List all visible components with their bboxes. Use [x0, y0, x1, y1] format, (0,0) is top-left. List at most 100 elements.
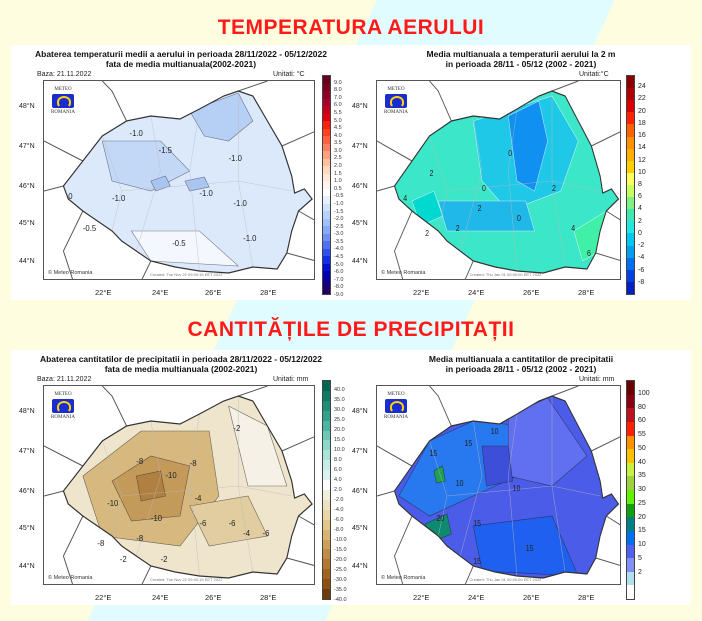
colorbar-swatch	[627, 503, 634, 518]
colorbar-swatch	[323, 569, 330, 580]
colorbar	[322, 380, 331, 600]
colorbar-label: 8	[638, 181, 642, 188]
contour-region	[135, 470, 166, 502]
contour-label: -2	[161, 555, 168, 564]
colorbar-label: -6.0	[334, 269, 344, 276]
colorbar-label: -2.0	[334, 497, 344, 503]
neighbor-borders	[44, 386, 314, 584]
neighbor-borders	[44, 81, 314, 279]
colorbar-label: 25	[638, 499, 646, 507]
latitude-label: 46°N	[19, 488, 35, 495]
map-title-line1: Media multianuala a cantitatilor de prec…	[428, 354, 614, 364]
contour-label: -6	[199, 519, 207, 528]
colorbar-swatch	[627, 490, 634, 504]
colorbar-label: -8.0	[334, 527, 344, 533]
created-timestamp: Created: Thu Jan 01 00:00:00 EET 2022	[469, 272, 542, 277]
latitude-label: 44°N	[19, 258, 35, 265]
colorbar-swatch	[323, 390, 330, 401]
colorbar-swatch	[323, 286, 330, 294]
contour-label: -10	[165, 471, 177, 480]
latitude-label: 47°N	[352, 448, 368, 455]
colorbar-label: 20	[638, 513, 646, 521]
colorbar-label: 12	[638, 156, 646, 164]
contour-region	[101, 140, 191, 192]
contour-label: -8	[136, 457, 144, 466]
logo-text-bottom: ROMANIA	[51, 415, 75, 420]
longitude-label: 22°E	[95, 593, 112, 602]
colorbar-swatch	[627, 148, 634, 161]
contour-label: -1.0	[233, 199, 247, 208]
colorbar-swatch	[627, 197, 634, 210]
contour-region	[130, 230, 240, 267]
colorbar-label: 50	[638, 444, 646, 452]
logo-text-bottom: ROMANIA	[384, 415, 408, 420]
colorbar-label: -15.0	[334, 547, 347, 553]
unit-label: Unitati: mm	[273, 376, 309, 383]
meteo-romania-logo: METEO ROMANIA	[381, 392, 411, 420]
colorbar-label: -25.0	[334, 567, 347, 573]
colorbar-label: -4	[638, 254, 645, 262]
colorbar-label: 2.0	[334, 163, 342, 170]
colorbar-label: 15.0	[334, 437, 345, 443]
colorbar-swatch	[627, 435, 634, 450]
colorbar-label: 20.0	[334, 427, 345, 433]
colorbar-label: 15	[638, 527, 646, 535]
contour-label: 15	[430, 449, 438, 459]
colorbar-swatch	[627, 245, 634, 258]
colorbar-swatch	[323, 128, 330, 137]
colorbar-swatch	[323, 143, 330, 152]
colorbar-label: 55	[638, 431, 646, 438]
colorbar-label: 2	[638, 568, 642, 576]
colorbar-swatch	[627, 209, 634, 222]
contour-region	[433, 465, 446, 484]
colorbar-swatch	[323, 256, 330, 264]
colorbar-label: 10.0	[334, 447, 345, 453]
colorbar-label: -30.0	[334, 577, 347, 583]
colorbar-label: -2	[638, 242, 645, 250]
contour-label: 10	[456, 479, 464, 489]
colorbar-label: 30	[638, 486, 646, 493]
base-date: Baza: 21.11.2022	[37, 376, 92, 383]
colorbar-swatch	[323, 430, 330, 441]
map-frame: -1.0 -1.5 -1.0 -1.0 -1.0 -1.0 -0.5 -0.5 -1.0 0 MET…	[43, 80, 315, 280]
colorbar	[626, 75, 635, 295]
logo-icon	[385, 399, 407, 413]
colorbar-swatch	[627, 476, 634, 490]
latitude-label: 45°N	[19, 220, 35, 227]
latitude-label: 44°N	[352, 258, 368, 265]
contour-label: -10	[151, 514, 163, 523]
colorbar-label: 2.0	[334, 487, 342, 493]
colorbar-swatch	[323, 400, 330, 411]
colorbar-label: -9.0	[334, 292, 344, 298]
colorbar-label: 0.5	[334, 185, 342, 192]
colorbar-swatch	[323, 106, 330, 114]
logo-text-bottom: ROMANIA	[384, 110, 408, 115]
colorbar-label: -2.5	[334, 223, 344, 230]
contour-label: 10	[513, 484, 521, 494]
contour-label: -2	[120, 555, 127, 564]
contour-label: 0	[482, 184, 486, 194]
colorbar-label: 6.0	[334, 467, 342, 473]
colorbar-label: 18	[638, 119, 646, 127]
copyright: © Meteo Romania	[381, 575, 426, 581]
colorbar-label: -1.0	[334, 200, 344, 207]
contour-label: 15	[465, 439, 473, 449]
longitude-label: 26°E	[523, 593, 540, 602]
longitude-label: 22°E	[413, 288, 430, 297]
colorbar-label: 1.5	[334, 170, 342, 177]
unit-label: Unitati:°C	[579, 71, 609, 78]
logo-text-top: METEO	[387, 87, 405, 92]
colorbar-label: -5.0	[334, 261, 344, 268]
colorbar-swatch	[627, 462, 634, 477]
colorbar-label: 8.0	[334, 457, 342, 463]
colorbar-swatch	[323, 589, 330, 599]
colorbar-label: 30.0	[334, 407, 345, 413]
longitude-label: 22°E	[413, 593, 430, 602]
contour-label: -4	[243, 529, 251, 538]
contour-label: -10	[107, 499, 119, 508]
county-borders	[429, 396, 601, 577]
longitude-label: 28°E	[578, 288, 595, 297]
meteo-romania-logo: METEO ROMANIA	[381, 87, 411, 115]
colorbar-swatch	[627, 88, 634, 101]
county-borders	[102, 91, 292, 272]
